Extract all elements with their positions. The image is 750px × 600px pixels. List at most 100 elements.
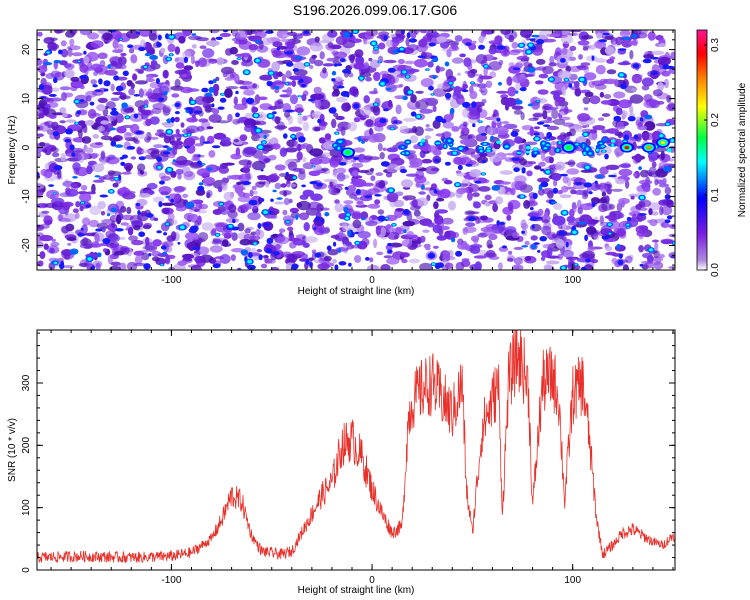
heatmap-cell: [353, 117, 361, 123]
heatmap-cell: [420, 30, 427, 34]
heatmap-cell: [559, 194, 572, 199]
heatmap-cell: [96, 222, 109, 229]
heatmap-cell: [541, 225, 552, 236]
heatmap-cell: [313, 86, 322, 95]
heatmap-cell: [652, 239, 659, 243]
heatmap-cell: [259, 74, 273, 81]
heatmap-cell: [169, 34, 175, 39]
chart-title: S196.2026.099.06.17.G06: [292, 2, 458, 18]
heatmap-cell: [402, 152, 405, 155]
heatmap-cell: [405, 37, 410, 47]
heatmap-cell: [298, 212, 310, 221]
heatmap-cell: [619, 30, 631, 38]
heatmap-cell: [638, 245, 644, 253]
heatmap-cell: [39, 142, 46, 147]
heatmap-cell: [178, 36, 186, 44]
spectrogram-frame: [36, 29, 676, 271]
heatmap-cell: [562, 175, 569, 184]
heatmap-cell: [603, 94, 612, 99]
heatmap-cell: [251, 106, 257, 114]
heatmap-cell: [630, 195, 635, 200]
heatmap-cell: [294, 107, 304, 113]
heatmap-cell: [354, 255, 362, 263]
heatmap-cell: [387, 242, 392, 247]
heatmap-cell: [101, 228, 106, 233]
heatmap-cell: [107, 30, 117, 33]
heatmap-cell: [511, 105, 524, 110]
heatmap-cell: [462, 108, 470, 118]
heatmap-cell: [552, 215, 566, 226]
heatmap-cell: [59, 192, 72, 198]
heatmap-cell: [353, 103, 360, 109]
heatmap-cell: [356, 200, 364, 205]
heatmap-cell: [480, 215, 488, 221]
heatmap-cell: [652, 89, 663, 97]
heatmap-cell: [580, 266, 587, 270]
heatmap-cell: [44, 202, 58, 209]
heatmap-cell: [572, 230, 577, 235]
heatmap-cell: [647, 31, 656, 41]
heatmap-cell: [558, 230, 566, 236]
heatmap-cell: [552, 187, 559, 194]
heatmap-cell: [323, 178, 336, 183]
heatmap-cell: [262, 222, 270, 227]
heatmap-cell: [602, 150, 606, 153]
heatmap-cell: [555, 96, 566, 103]
heatmap-cell: [95, 228, 103, 232]
heatmap-cell: [132, 73, 138, 81]
heatmap-cell: [242, 141, 249, 145]
heatmap-cell: [639, 117, 644, 122]
heatmap-cell: [97, 126, 105, 132]
heatmap-cell: [167, 43, 176, 53]
heatmap-cell: [183, 56, 189, 64]
heatmap-cell: [569, 208, 575, 218]
heatmap-cell: [646, 255, 654, 263]
heatmap-cell: [302, 242, 310, 248]
heatmap-cell: [51, 87, 60, 92]
heatmap-cell: [465, 222, 476, 227]
heatmap-cell: [335, 35, 348, 46]
heatmap-cell: [433, 201, 439, 210]
heatmap-cell: [635, 203, 642, 210]
heatmap-cell: [574, 182, 583, 186]
heatmap-cell: [607, 223, 612, 226]
heatmap-cell: [507, 257, 514, 262]
heatmap-cell: [212, 263, 221, 269]
heatmap-cell: [143, 263, 151, 270]
heatmap-cell: [472, 123, 476, 128]
heatmap-cell: [457, 164, 463, 171]
heatmap-cell: [465, 163, 473, 167]
heatmap-cell: [112, 39, 119, 49]
heatmap-cell: [254, 40, 262, 44]
heatmap-cell: [508, 34, 515, 43]
heatmap-cell: [558, 141, 561, 145]
heatmap-cell: [410, 111, 417, 117]
heatmap-cell: [271, 116, 282, 122]
heatmap-cell: [352, 88, 359, 98]
heatmap-cell: [514, 136, 523, 144]
heatmap-cell: [651, 161, 657, 168]
heatmap-cell: [48, 184, 54, 187]
heatmap-cell: [397, 33, 406, 40]
heatmap-cell: [180, 225, 185, 230]
heatmap-cell: [302, 162, 315, 170]
heatmap-cell: [258, 145, 263, 150]
heatmap-cell: [510, 187, 516, 196]
heatmap-cell: [192, 246, 200, 251]
heatmap-cell: [81, 201, 85, 204]
heatmap-cell: [216, 56, 225, 66]
heatmap-cell: [432, 119, 441, 129]
heatmap-cell: [273, 50, 288, 55]
heatmap-cell: [149, 55, 159, 60]
heatmap-cell: [418, 39, 428, 48]
heatmap-cell: [136, 146, 142, 155]
heatmap-cell: [487, 244, 494, 249]
heatmap-cell: [333, 241, 337, 247]
heatmap-cell: [180, 122, 185, 128]
heatmap-cell: [256, 249, 263, 253]
heatmap-cell: [416, 115, 421, 118]
heatmap-cell: [385, 244, 393, 251]
heatmap-cell: [221, 177, 229, 186]
heatmap-cell: [220, 66, 235, 75]
heatmap-cell: [455, 250, 463, 257]
